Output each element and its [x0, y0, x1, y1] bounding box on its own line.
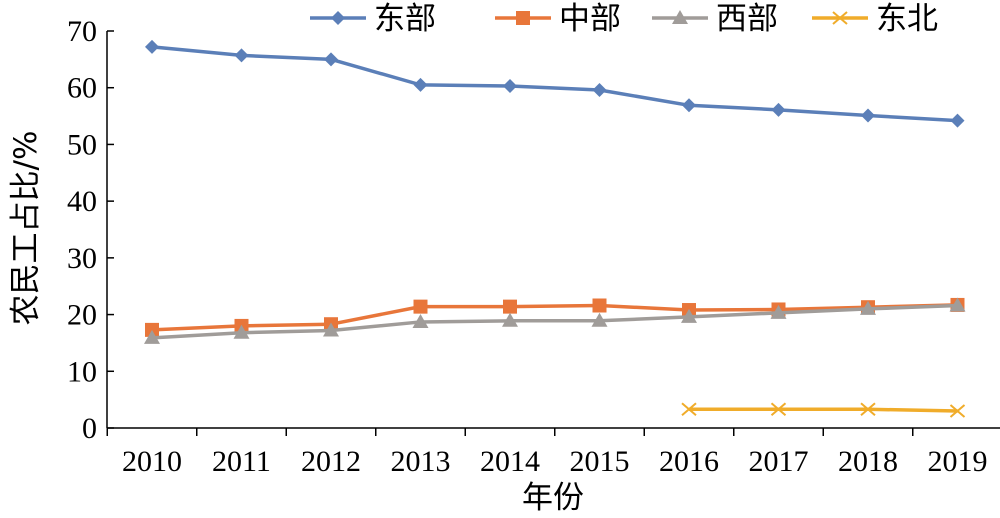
x-stroke	[681, 402, 697, 417]
y-tick-label: 60	[67, 72, 97, 105]
x-tick-label: 2012	[301, 445, 361, 478]
data-point-triangle	[770, 304, 787, 319]
data-point-triangle	[323, 322, 339, 337]
legend-label: 西部	[716, 1, 778, 37]
data-point-diamond	[950, 113, 965, 128]
x-tick-label: 2018	[838, 445, 898, 478]
data-point-triangle	[233, 324, 250, 339]
data-point-diamond	[413, 77, 428, 92]
legend-item: 西部	[652, 1, 778, 37]
x-stroke	[949, 404, 966, 418]
data-point-diamond	[861, 108, 875, 123]
series-line	[151, 303, 958, 332]
series-line	[151, 303, 958, 340]
x-stroke	[860, 402, 876, 417]
y-tick-label: 0	[82, 412, 97, 445]
data-point-diamond	[682, 98, 696, 113]
data-point-x	[860, 402, 876, 417]
data-point-triangle	[144, 329, 160, 344]
x-axis-ticks: 2010 2011 2012 2013 2014 2015 2016 2017 2018 2019	[106, 428, 988, 478]
x-tick-label: 2013	[391, 445, 451, 478]
data-point-diamond	[331, 11, 345, 25]
data-point-diamond	[503, 79, 517, 94]
y-axis-ticks: 0 10 20 30 40 50 60 70	[67, 15, 114, 445]
y-tick-label: 20	[67, 299, 97, 332]
data-point-diamond	[592, 82, 607, 97]
data-point-triangle	[860, 300, 876, 315]
data-point-triangle	[502, 312, 518, 327]
data-point-triangle	[591, 312, 608, 327]
data-point-diamond	[771, 102, 786, 117]
series-line	[689, 407, 958, 413]
series-西部	[144, 297, 966, 344]
legend-item: 东北	[812, 1, 938, 37]
y-tick-label: 10	[67, 355, 97, 388]
data-point-triangle	[949, 297, 966, 312]
data-point-x	[832, 11, 848, 25]
data-point-diamond	[145, 39, 159, 54]
y-axis-title: 农民工占比/%	[8, 131, 44, 326]
legend: 东部 中部 西部 东北	[310, 1, 938, 37]
y-tick-label: 50	[67, 128, 97, 161]
legend-item: 东部	[310, 1, 436, 37]
data-point-square	[413, 299, 428, 314]
series-line	[151, 45, 958, 123]
x-stroke	[770, 402, 787, 417]
x-tick-label: 2015	[570, 445, 630, 478]
x-stroke	[832, 11, 848, 25]
x-tick-label: 2017	[749, 445, 809, 478]
x-tick-label: 2016	[659, 445, 719, 478]
y-tick-label: 70	[67, 15, 97, 48]
x-tick-label: 2011	[212, 445, 271, 478]
x-tick-label: 2014	[480, 445, 540, 478]
data-point-square	[516, 11, 530, 25]
y-tick-label: 40	[67, 185, 97, 218]
x-tick-label: 2010	[122, 445, 182, 478]
legend-label: 东北	[876, 1, 938, 37]
data-point-x	[949, 404, 966, 418]
data-point-square	[592, 298, 607, 313]
axes	[106, 31, 1000, 429]
data-point-x	[770, 402, 787, 417]
data-point-triangle	[681, 308, 697, 323]
data-point-square	[503, 299, 517, 314]
x-tick-label: 2019	[928, 445, 988, 478]
data-point-triangle	[412, 313, 429, 328]
data-point-diamond	[234, 48, 249, 63]
data-point-triangle	[672, 10, 688, 24]
y-tick-label: 30	[67, 242, 97, 275]
series-layer	[144, 39, 966, 418]
x-axis-title: 年份	[522, 480, 584, 516]
legend-item: 中部	[495, 1, 621, 37]
data-point-x	[681, 402, 697, 417]
series-东北	[681, 402, 966, 418]
series-东部	[145, 39, 965, 128]
data-point-diamond	[324, 52, 338, 67]
legend-label: 中部	[559, 1, 621, 37]
legend-label: 东部	[374, 1, 436, 37]
